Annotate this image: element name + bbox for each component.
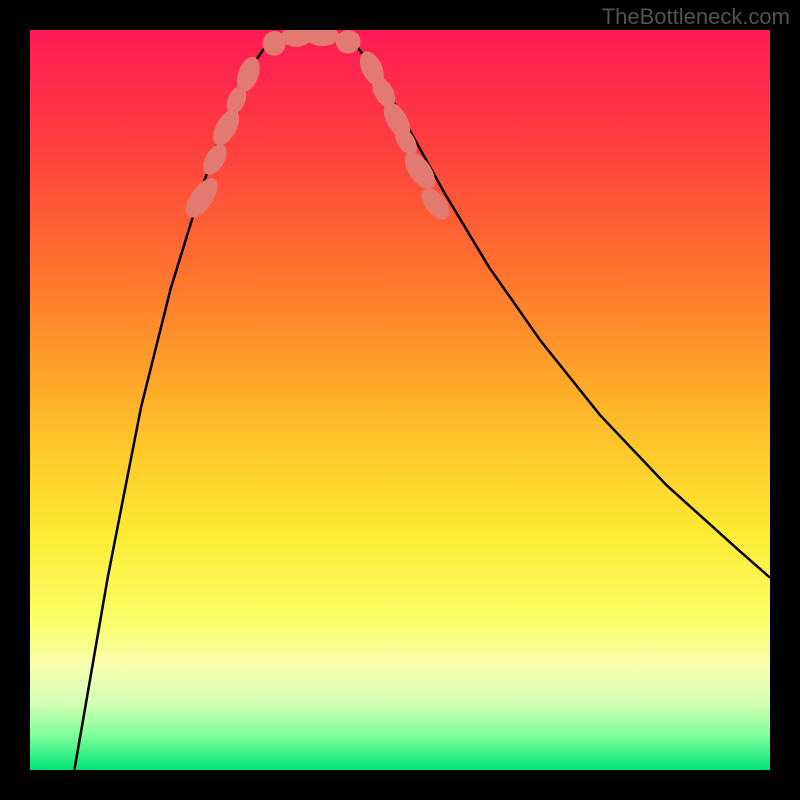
chart-frame: TheBottleneck.com xyxy=(0,0,800,800)
plot-area xyxy=(30,30,770,770)
marker-blob xyxy=(306,30,339,46)
chart-svg xyxy=(30,30,770,770)
watermark-text: TheBottleneck.com xyxy=(602,4,790,30)
